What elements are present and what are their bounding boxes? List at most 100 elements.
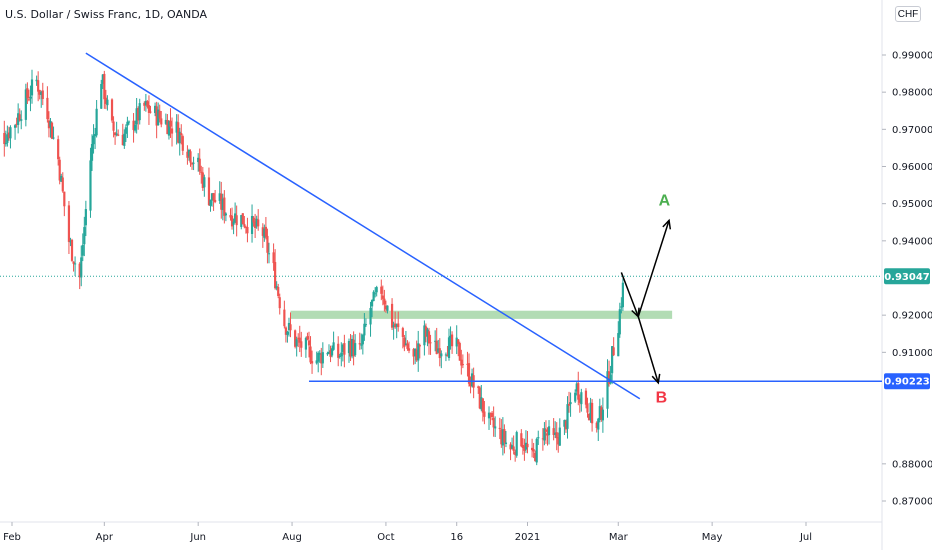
candle-body [364,324,368,326]
candle-body [395,324,398,327]
candle-body [126,121,129,126]
candle-body [283,309,286,327]
candle-body [317,352,320,362]
candle-body [298,337,301,343]
candle-body [160,118,163,125]
candle-body [330,348,334,356]
currency-badge[interactable]: CHF [895,6,921,22]
candle-body [240,215,243,227]
candle-body [503,429,506,443]
candle-body [523,446,526,451]
candle-body [564,421,568,430]
candle-body [297,337,300,339]
arrow-path-b [637,316,659,384]
candle-body [72,261,75,264]
candle-body [481,398,484,413]
candle-body [521,444,524,448]
time-tick-label: Oct [377,532,394,543]
candle-body [3,133,6,144]
candle-body [574,392,577,402]
candle-body [207,177,211,206]
time-tick-label: Feb [3,532,21,543]
candle-body [244,226,247,228]
candle-body [192,162,195,164]
candle-body [250,215,254,235]
candle-body [27,99,31,101]
time-axis[interactable]: Feb Apr Jun Aug Oct 16 2021 Mar May Jul [3,522,812,543]
candle-body [137,107,140,121]
price-tick-label: 0.98000 [892,88,932,99]
candle-body [449,335,452,338]
candle-body [187,149,191,157]
candle-body [275,286,278,289]
candle-body [567,403,571,406]
candle-body [214,199,217,203]
candle-body [263,228,266,238]
candle-body [143,102,146,106]
candle-body [287,322,291,331]
candle-body [372,291,375,302]
candle-body [609,374,612,384]
candle-body [13,125,17,128]
time-tick-label: Aug [282,532,302,543]
candle-body [277,287,280,296]
candle-body [380,286,383,294]
arrow-head-a [662,218,672,230]
candle-body [235,215,238,226]
candle-body [210,193,214,201]
candle-body [458,343,461,361]
candle-body [38,89,41,95]
candle-body [520,433,523,447]
candle-body [358,343,361,345]
candle-body [347,340,351,354]
candle-body [531,447,534,451]
candle-body [257,219,260,227]
candle-body [37,80,40,92]
candle-body [587,413,591,421]
candle-body [67,205,71,242]
candle-body [341,344,344,352]
candle-body [401,328,404,337]
candle-body [113,132,117,136]
candle-body [370,299,374,307]
candle-body [61,177,64,192]
candle-body [20,119,23,121]
candle-body [254,221,257,228]
candle-body [406,343,409,349]
price-tick-label: 0.99000 [892,51,932,62]
candle-body [429,342,432,344]
time-tick-label: Jun [189,532,206,543]
candle-body [566,404,569,429]
candle-body [343,343,346,355]
candle-body [500,429,503,445]
candle-body [127,121,131,123]
candle-body [220,193,223,210]
candle-body [338,356,341,358]
candle-body [274,262,277,289]
candle-body [586,403,589,413]
candle-body [461,364,464,366]
candle-body [437,348,440,353]
candle-body [104,97,107,104]
candle-body [369,307,372,325]
candle-body [164,119,167,124]
candle-body [386,305,389,311]
price-axis[interactable]: 0.99000 0.98000 0.97000 0.96000 0.95000 0.940… [882,51,932,508]
candle-body [510,445,514,449]
candle-body [101,74,104,84]
candle-body [318,352,321,355]
candle-body [327,351,331,355]
candle-body [252,217,255,223]
candle-body [272,252,275,264]
candle-body [224,213,227,216]
candle-body [278,297,281,309]
candle-body [375,287,378,293]
candle-body [241,213,244,225]
candle-body [350,338,354,357]
candle-body [489,412,492,414]
candle-body [598,406,601,420]
candle-body [438,348,441,359]
resistance-zone-layer [290,310,673,319]
candles-layer [3,69,624,466]
